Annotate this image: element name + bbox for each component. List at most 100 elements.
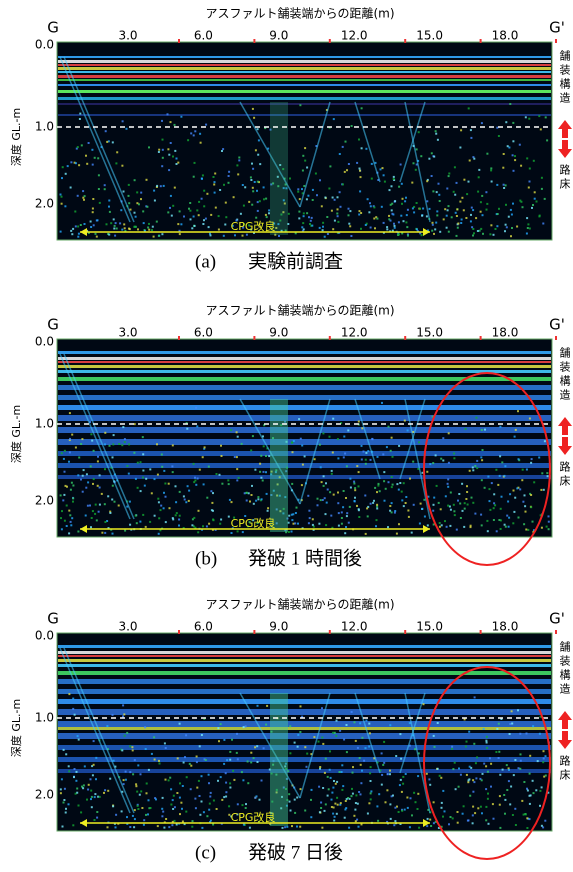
- noise: [63, 787, 66, 790]
- noise: [127, 194, 130, 197]
- noise: [544, 116, 547, 119]
- noise: [328, 435, 331, 438]
- noise: [70, 524, 73, 527]
- noise: [173, 123, 176, 126]
- noise: [333, 780, 335, 782]
- noise: [504, 465, 507, 468]
- noise: [259, 462, 262, 465]
- noise: [168, 169, 171, 172]
- noise: [512, 774, 515, 777]
- noise: [60, 452, 63, 455]
- noise: [137, 808, 140, 810]
- noise: [222, 148, 225, 151]
- noise: [406, 806, 409, 809]
- noise: [348, 222, 351, 225]
- noise: [260, 779, 263, 782]
- noise: [185, 776, 188, 779]
- reflection-band: [58, 405, 551, 410]
- noise: [347, 214, 350, 217]
- noise: [158, 759, 160, 762]
- noise: [252, 167, 255, 170]
- noise: [285, 440, 288, 443]
- noise: [521, 468, 524, 471]
- noise: [91, 207, 94, 210]
- noise: [492, 519, 495, 521]
- noise: [495, 530, 498, 533]
- noise: [284, 496, 287, 499]
- noise: [329, 776, 332, 779]
- noise: [361, 736, 364, 739]
- noise: [282, 512, 285, 515]
- noise: [181, 785, 184, 787]
- reflection-band: [58, 475, 551, 479]
- noise: [480, 479, 483, 482]
- noise: [255, 795, 258, 798]
- noise: [257, 496, 260, 499]
- noise: [512, 202, 514, 205]
- noise: [432, 509, 435, 512]
- noise: [384, 487, 387, 490]
- noise: [411, 814, 413, 817]
- noise: [255, 216, 258, 219]
- noise: [65, 753, 68, 756]
- noise: [160, 504, 163, 507]
- reflection-band: [58, 351, 551, 354]
- noise: [299, 104, 302, 107]
- noise: [112, 443, 115, 446]
- noise: [193, 481, 196, 484]
- noise: [68, 439, 71, 442]
- streak: [299, 101, 331, 208]
- noise: [72, 824, 75, 827]
- noise: [230, 532, 233, 534]
- noise: [526, 217, 529, 220]
- noise: [426, 470, 429, 473]
- noise: [91, 765, 94, 768]
- noise: [167, 482, 170, 485]
- noise: [273, 222, 276, 225]
- noise: [470, 206, 473, 209]
- noise: [354, 739, 357, 742]
- noise: [360, 444, 363, 447]
- noise: [393, 224, 396, 227]
- noise: [383, 761, 386, 764]
- noise: [235, 431, 238, 434]
- noise: [389, 203, 392, 206]
- noise: [258, 798, 261, 801]
- noise: [390, 511, 393, 514]
- noise: [175, 157, 178, 160]
- noise: [224, 772, 227, 775]
- noise: [91, 510, 94, 513]
- noise: [320, 481, 323, 484]
- noise: [224, 201, 227, 204]
- noise: [115, 813, 118, 816]
- streak: [63, 353, 135, 520]
- noise: [310, 798, 312, 801]
- noise: [474, 512, 477, 515]
- noise: [205, 123, 208, 126]
- noise: [375, 525, 377, 528]
- noise: [220, 455, 223, 457]
- noise: [323, 809, 326, 812]
- noise: [189, 209, 192, 212]
- noise: [400, 757, 403, 760]
- noise: [70, 481, 73, 484]
- noise: [523, 494, 526, 497]
- noise: [223, 796, 226, 799]
- noise: [212, 492, 214, 495]
- noise: [294, 512, 297, 514]
- noise: [87, 481, 90, 484]
- noise: [73, 161, 76, 164]
- noise: [157, 234, 160, 237]
- noise: [103, 188, 106, 191]
- noise: [318, 785, 321, 788]
- noise: [400, 214, 403, 217]
- noise: [266, 704, 269, 707]
- noise: [461, 812, 464, 815]
- noise: [533, 191, 536, 194]
- noise: [481, 449, 484, 451]
- noise: [262, 445, 265, 448]
- noise: [129, 826, 132, 828]
- noise: [259, 163, 262, 166]
- noise: [217, 779, 219, 782]
- noise: [254, 796, 257, 799]
